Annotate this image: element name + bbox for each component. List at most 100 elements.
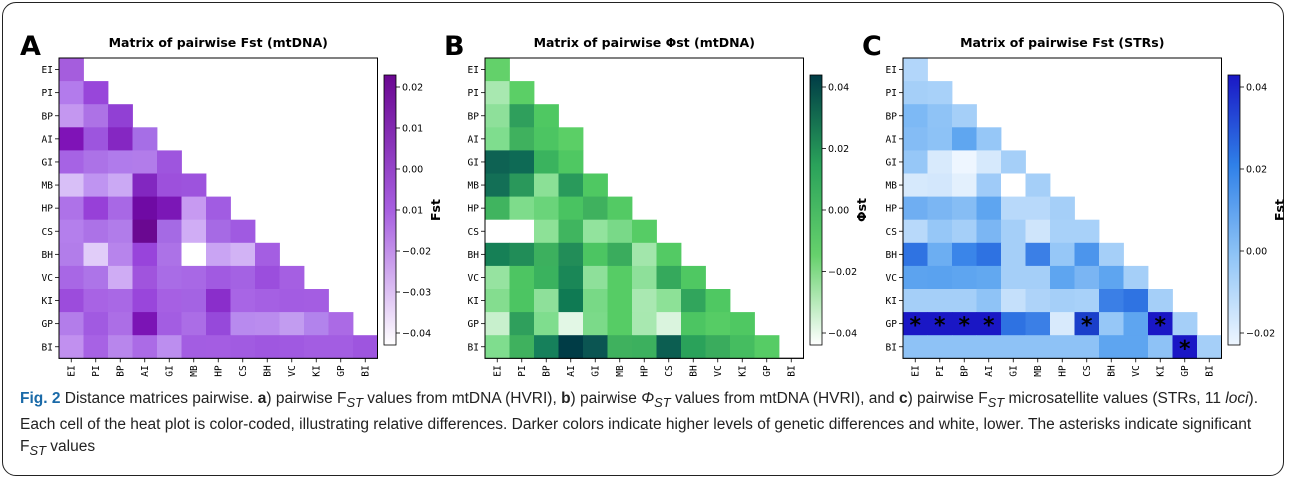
heatmap-cell [534,265,559,290]
heatmap-cell [181,196,207,221]
heatmap-cell [132,242,158,267]
heatmap-cell [181,312,207,336]
row-label: BI [886,342,897,353]
heatmap-cell [304,335,329,359]
row-label: GI [468,157,479,168]
heatmap-cell [927,335,953,359]
heatmap-cell [108,196,133,221]
heatmap-cell [1025,173,1051,197]
heatmap-cell [903,219,928,244]
row-label: GI [886,157,897,168]
row-label: BH [42,250,54,261]
heatmap-cell [83,104,109,128]
heatmap-cell [132,196,158,221]
heatmap-cell [83,127,109,151]
colorbar-tick-label: −0.02 [1246,329,1275,340]
heatmap-cell [927,265,953,290]
caption-text: values from mtDNA (HVRI), [362,390,562,407]
colorbar-tick-label: −0.04 [402,329,431,340]
row-label: MB [468,181,480,192]
heatmap-cell [59,289,84,313]
heatmap-cell [903,58,928,82]
row-label: AI [42,134,53,145]
heatmap-cell [304,289,329,313]
heatmap-cell [157,242,182,267]
heatmap-cell [206,312,231,336]
heatmap-cell [1172,312,1198,336]
heatmap-cell [279,289,305,313]
heatmap-cell [132,150,158,174]
row-label: GP [468,319,480,330]
heatmap-cell [230,242,256,267]
heatmap-cell [1099,335,1124,359]
heatmap-cell [59,312,84,336]
heatmap-cell [353,335,378,359]
heatmap-cell [976,312,1002,336]
colorbar-tick-label: 0.02 [402,83,423,94]
heatmap-cell [59,196,84,221]
heatmap-cell [132,335,158,359]
heatmap-cell [1025,289,1051,313]
figure-caption: Fig. 2 Distance matrices pairwise. a) pa… [20,388,1270,462]
heatmap-cell [485,127,510,151]
heatmap-cell [485,58,510,82]
col-label: EI [911,365,922,376]
heatmap-cell [1025,219,1051,244]
heatmap-cell [485,289,510,313]
heatmap-cell [534,104,559,128]
heatmap-cell [509,196,535,221]
heatmap-cell [485,81,510,105]
row-label: VC [42,273,53,284]
heatmap-cell [509,242,535,267]
heatmap-cell [509,289,535,313]
heatmap-cell [181,265,207,290]
colorbar-tick-label: 0.00 [402,165,423,176]
heatmap-cell [59,265,84,290]
heatmap-cell [903,242,928,267]
row-label: PI [42,88,53,99]
heatmap-cell [952,196,977,221]
col-label: MB [1033,365,1044,377]
heatmap-cell [656,265,682,290]
heatmap-cell [485,104,510,128]
heatmap-cell [108,335,133,359]
caption-text: microsatellite values (STRs, 11 [1004,390,1226,407]
heatmap-cell [328,312,354,336]
heatmap-cell [132,289,158,313]
heatmap-cell [927,81,953,105]
heatmap-cell [304,312,329,336]
colorbar-tick-label: 0.00 [828,206,849,217]
heatmap-cell [558,196,584,221]
col-label: HP [1058,365,1069,377]
heatmap-cell [83,242,109,267]
col-label: GP [336,365,347,377]
heatmap-cell [1001,150,1026,174]
heatmap-cell [1050,242,1075,267]
heatmap-cell [583,219,608,244]
heatmap-cell [1099,265,1124,290]
heatmap-cell [485,242,510,267]
heatmap-cell [927,127,953,151]
caption-fig-label: Fig. 2 [20,390,61,407]
heatmap-cell [230,335,256,359]
heatmap-cell [1050,289,1075,313]
heatmap-cell [903,196,928,221]
heatmap-cell [632,242,657,267]
caption-text: values from mtDNA (HVRI), and [670,390,899,407]
heatmap-cell [1148,335,1173,359]
caption-text: ) pairwise [570,390,642,407]
heatmap-cell [607,219,633,244]
heatmap-cell [558,335,584,359]
row-label: CS [42,227,54,238]
heatmap-cell [681,335,706,359]
col-label: EI [67,365,78,376]
heatmap-cell [108,265,133,290]
heatmap-cell [681,312,706,336]
colorbar-tick-label: 0.02 [1246,165,1267,176]
row-label: MB [886,181,898,192]
heatmap-cell [730,335,755,359]
heatmap-cell [108,219,133,244]
heatmap-cell [509,335,535,359]
heatmap-cell [632,312,657,336]
colorbar-tick-label: 0.01 [402,124,423,135]
